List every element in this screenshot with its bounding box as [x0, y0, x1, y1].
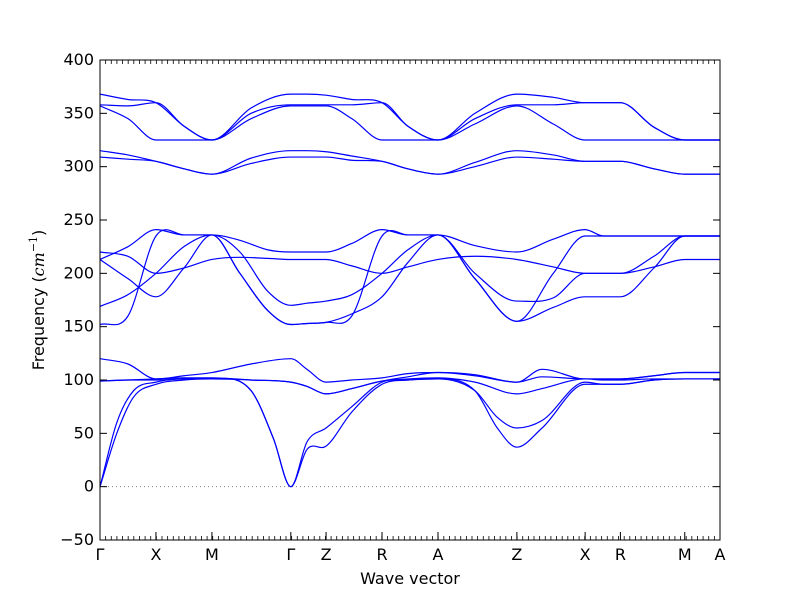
band-line-2 [99, 102, 720, 141]
band-line-12 [99, 371, 720, 395]
x-axis-label: Wave vector [360, 569, 460, 588]
y-axis-label: Frequency (cm−1) [27, 230, 48, 371]
x-tick-label-1: Γ [96, 545, 105, 564]
x-tick-label-4: Γ [286, 545, 295, 564]
x-tick-label-8: Z [511, 545, 522, 564]
x-tick-label-9: X [580, 545, 591, 564]
y-axis-label-text: Frequency (cm−1) [27, 230, 48, 371]
y-tick-label: 400 [63, 50, 94, 69]
band-line-5 [99, 156, 720, 175]
y-tick-label: 300 [63, 157, 94, 176]
y-tick-label: −50 [60, 530, 94, 549]
y-axis-ticks: −50 0 50 100 150 200 250 300 350 400 [60, 50, 720, 549]
x-tick-label-6: R [376, 545, 387, 564]
y-tick-label: 250 [63, 210, 94, 229]
x-tick-label-10: R [615, 545, 626, 564]
band-line-15 [99, 377, 720, 488]
y-axis-label-unit: cm [29, 252, 48, 276]
plot-frame [99, 59, 721, 541]
x-tick-label-5: Z [321, 545, 332, 564]
x-tick-label-3: M [205, 545, 219, 564]
y-axis-label-close: ) [29, 230, 48, 236]
y-tick-label: 350 [63, 103, 94, 122]
y-tick-label: 200 [63, 263, 94, 282]
band-line-10 [99, 229, 720, 326]
y-tick-label: 50 [74, 423, 94, 442]
x-tick-label-11: M [678, 545, 692, 564]
y-tick-label: 150 [63, 317, 94, 336]
y-axis-label-name: Frequency [29, 288, 48, 371]
plot-lines [99, 93, 720, 488]
x-tick-label-12: A [715, 545, 726, 564]
y-axis-label-unit-power: −1 [27, 236, 40, 252]
y-tick-label: 100 [63, 370, 94, 389]
x-tick-label-7: A [433, 545, 444, 564]
band-line-3 [99, 105, 720, 141]
x-tick-label-2: X [150, 545, 161, 564]
y-axis-label-open: ( [29, 276, 48, 287]
y-tick-label: 0 [84, 477, 94, 496]
